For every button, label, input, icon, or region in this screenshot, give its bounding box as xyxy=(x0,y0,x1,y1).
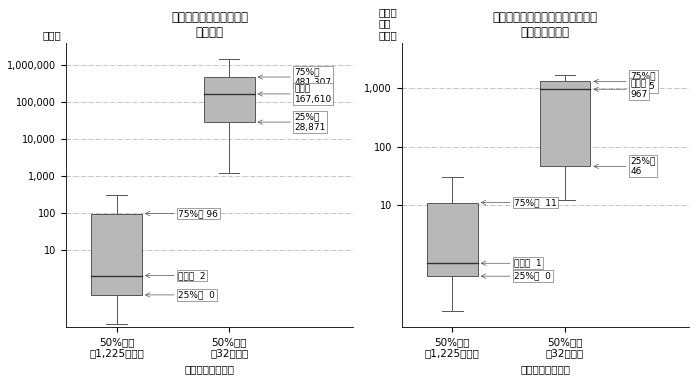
Text: 75%値  11: 75%値 11 xyxy=(481,198,557,207)
X-axis label: 地方公共団体比率: 地方公共団体比率 xyxy=(521,364,570,374)
Bar xyxy=(427,203,477,276)
Text: 中央値
167,610: 中央値 167,610 xyxy=(258,84,332,104)
Bar xyxy=(204,77,255,122)
Text: 75%値 96: 75%値 96 xyxy=(145,209,219,218)
Text: 中央値  1: 中央値 1 xyxy=(481,259,542,268)
Bar xyxy=(539,82,590,166)
Text: 中央値
967: 中央値 967 xyxy=(594,80,648,99)
Text: 25%値
46: 25%値 46 xyxy=(594,157,656,176)
Text: （地方
公共
団体）: （地方 公共 団体） xyxy=(379,7,397,40)
Text: 中央値  2: 中央値 2 xyxy=(145,271,206,280)
Text: 75%値
481,307: 75%値 481,307 xyxy=(258,67,332,87)
Text: 25%値  0: 25%値 0 xyxy=(145,290,215,299)
Text: （件）: （件） xyxy=(42,30,61,40)
Text: 25%値  0: 25%値 0 xyxy=(481,272,551,281)
Text: 25%値
28,871: 25%値 28,871 xyxy=(258,112,326,132)
X-axis label: 地方公共団体比率: 地方公共団体比率 xyxy=(184,364,235,374)
Text: 75%値
1,315: 75%値 1,315 xyxy=(594,72,656,91)
Title: マイナンバー情報照会の
照会件数: マイナンバー情報照会の 照会件数 xyxy=(171,11,248,39)
Bar xyxy=(91,214,142,295)
Title: マイナンバー情報照会を利用した
地方公共団体数: マイナンバー情報照会を利用した 地方公共団体数 xyxy=(493,11,598,39)
